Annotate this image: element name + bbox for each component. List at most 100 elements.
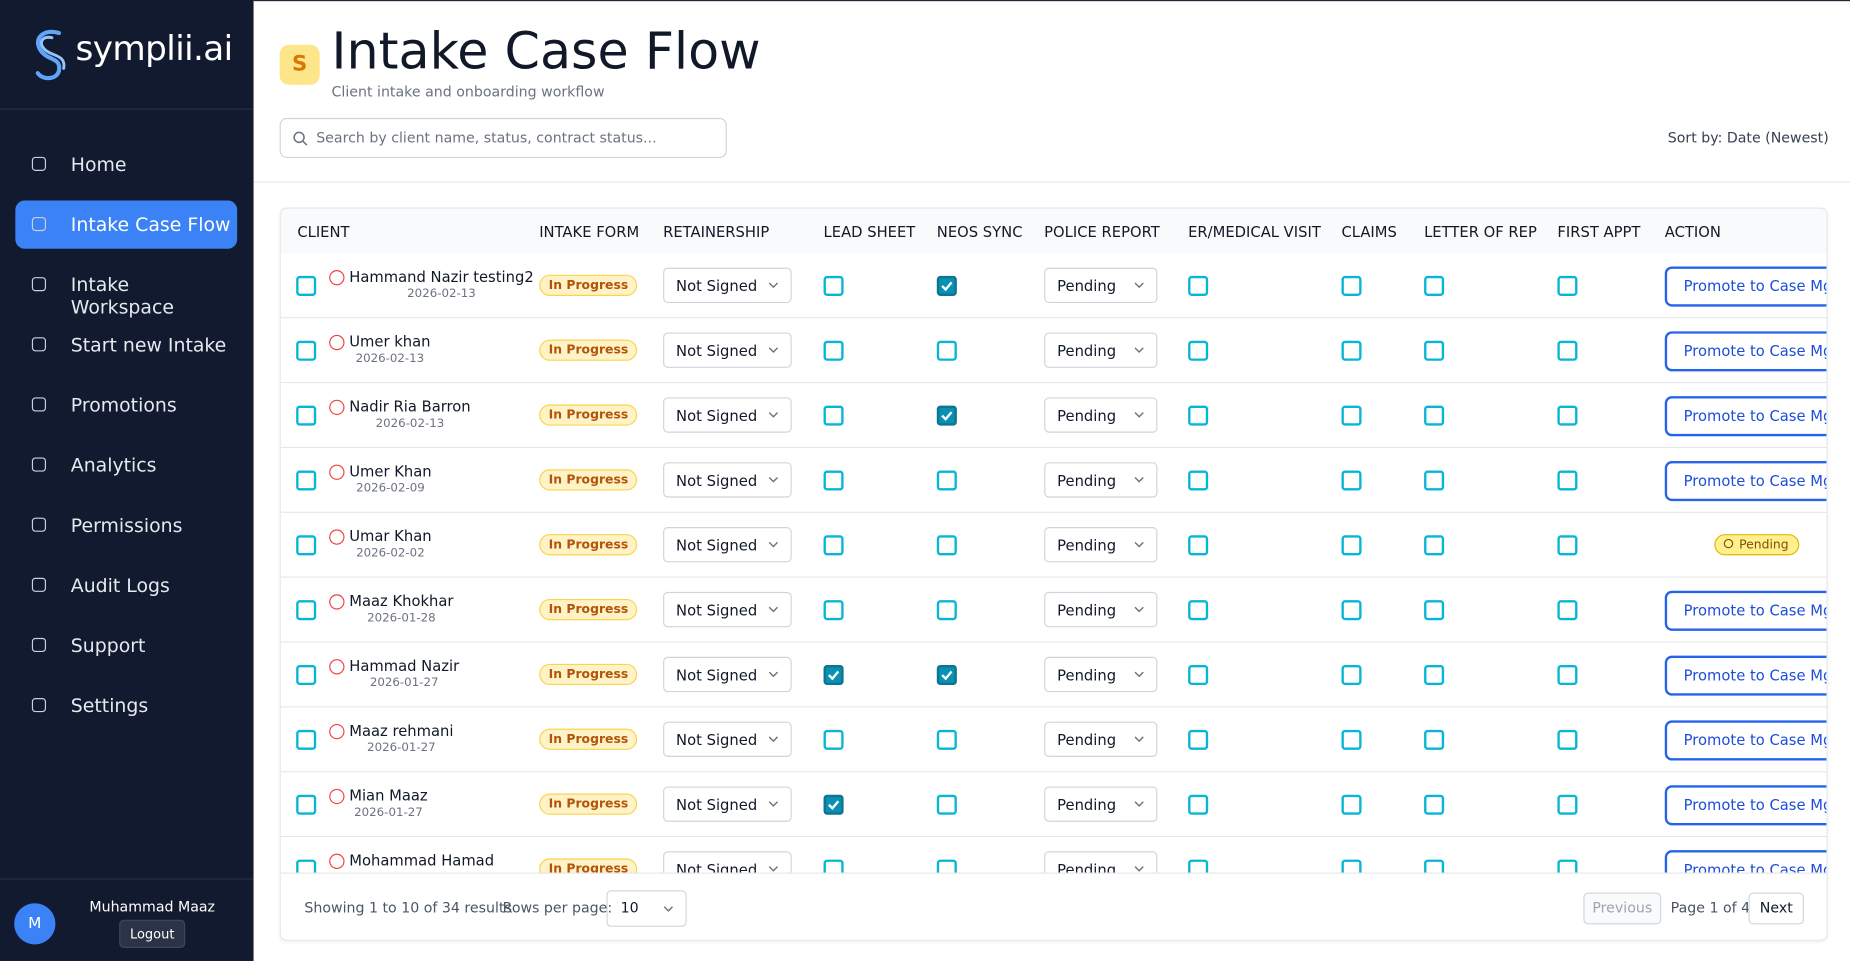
claims-checkbox[interactable] <box>1341 340 1362 361</box>
retainership-select[interactable]: Not Signed <box>663 267 792 304</box>
row-select-checkbox[interactable] <box>296 859 317 873</box>
first-appt-checkbox[interactable] <box>1557 405 1578 426</box>
rows-per-page-select[interactable]: 10 <box>606 890 687 927</box>
retainership-select[interactable]: Not Signed <box>663 656 792 693</box>
sort-label[interactable]: Sort by: Date (Newest) <box>1667 129 1829 147</box>
lead-sheet-checkbox[interactable] <box>823 600 844 621</box>
nav-item[interactable]: Start new Intake <box>15 321 237 369</box>
lead-sheet-checkbox[interactable] <box>823 859 844 873</box>
lead-sheet-checkbox[interactable] <box>823 340 844 361</box>
row-select-checkbox[interactable] <box>296 794 317 815</box>
retainership-select[interactable]: Not Signed <box>663 786 792 822</box>
row-select-checkbox[interactable] <box>296 340 317 361</box>
letter-of-rep-checkbox[interactable] <box>1424 600 1445 621</box>
police-report-select[interactable]: Pending <box>1044 721 1158 757</box>
letter-of-rep-checkbox[interactable] <box>1424 535 1445 556</box>
neos-sync-checkbox[interactable] <box>936 859 957 873</box>
police-report-select[interactable]: Pending <box>1044 527 1158 563</box>
promote-button[interactable]: Promote to Case Mgmt <box>1664 850 1827 873</box>
neos-sync-checkbox[interactable] <box>936 665 957 686</box>
er-visit-checkbox[interactable] <box>1188 794 1209 815</box>
row-select-checkbox[interactable] <box>296 535 317 556</box>
neos-sync-checkbox[interactable] <box>936 275 957 296</box>
claims-checkbox[interactable] <box>1341 405 1362 426</box>
letter-of-rep-checkbox[interactable] <box>1424 470 1445 491</box>
nav-item[interactable]: Analytics <box>15 441 237 489</box>
claims-checkbox[interactable] <box>1341 794 1362 815</box>
neos-sync-checkbox[interactable] <box>936 729 957 750</box>
neos-sync-checkbox[interactable] <box>936 470 957 491</box>
row-select-checkbox[interactable] <box>296 405 317 426</box>
lead-sheet-checkbox[interactable] <box>823 535 844 556</box>
neos-sync-checkbox[interactable] <box>936 405 957 426</box>
logout-button[interactable]: Logout <box>119 919 186 948</box>
first-appt-checkbox[interactable] <box>1557 535 1578 556</box>
retainership-select[interactable]: Not Signed <box>663 332 792 368</box>
claims-checkbox[interactable] <box>1341 600 1362 621</box>
next-button[interactable]: Next <box>1748 892 1804 925</box>
neos-sync-checkbox[interactable] <box>936 794 957 815</box>
retainership-select[interactable]: Not Signed <box>663 462 792 498</box>
nav-item[interactable]: Settings <box>15 682 237 730</box>
police-report-select[interactable]: Pending <box>1044 332 1158 368</box>
police-report-select[interactable]: Pending <box>1044 462 1158 498</box>
lead-sheet-checkbox[interactable] <box>823 470 844 491</box>
lead-sheet-checkbox[interactable] <box>823 729 844 750</box>
previous-button[interactable]: Previous <box>1583 892 1662 925</box>
claims-checkbox[interactable] <box>1341 275 1362 296</box>
police-report-select[interactable]: Pending <box>1044 591 1158 628</box>
first-appt-checkbox[interactable] <box>1557 340 1578 361</box>
er-visit-checkbox[interactable] <box>1188 729 1209 750</box>
promote-button[interactable]: Promote to Case Mgmt <box>1664 785 1827 826</box>
first-appt-checkbox[interactable] <box>1557 600 1578 621</box>
promote-button[interactable]: Promote to Case Mgmt <box>1664 331 1827 372</box>
promote-button[interactable]: Promote to Case Mgmt <box>1664 461 1827 502</box>
lead-sheet-checkbox[interactable] <box>823 665 844 686</box>
retainership-select[interactable]: Not Signed <box>663 721 792 757</box>
letter-of-rep-checkbox[interactable] <box>1424 859 1445 873</box>
letter-of-rep-checkbox[interactable] <box>1424 794 1445 815</box>
nav-item[interactable]: Home <box>15 140 237 188</box>
lead-sheet-checkbox[interactable] <box>823 275 844 296</box>
police-report-select[interactable]: Pending <box>1044 267 1158 304</box>
police-report-select[interactable]: Pending <box>1044 851 1158 873</box>
claims-checkbox[interactable] <box>1341 470 1362 491</box>
er-visit-checkbox[interactable] <box>1188 859 1209 873</box>
er-visit-checkbox[interactable] <box>1188 665 1209 686</box>
letter-of-rep-checkbox[interactable] <box>1424 405 1445 426</box>
first-appt-checkbox[interactable] <box>1557 859 1578 873</box>
letter-of-rep-checkbox[interactable] <box>1424 729 1445 750</box>
claims-checkbox[interactable] <box>1341 535 1362 556</box>
lead-sheet-checkbox[interactable] <box>823 794 844 815</box>
letter-of-rep-checkbox[interactable] <box>1424 665 1445 686</box>
row-select-checkbox[interactable] <box>296 665 317 686</box>
retainership-select[interactable]: Not Signed <box>663 591 792 628</box>
promote-button[interactable]: Promote to Case Mgmt <box>1664 266 1827 307</box>
neos-sync-checkbox[interactable] <box>936 535 957 556</box>
lead-sheet-checkbox[interactable] <box>823 405 844 426</box>
promote-button[interactable]: Promote to Case Mgmt <box>1664 720 1827 761</box>
nav-item[interactable]: Intake Case Flow <box>15 200 238 249</box>
promote-button[interactable]: Promote to Case Mgmt <box>1664 590 1827 631</box>
nav-item[interactable]: Permissions <box>15 501 237 549</box>
er-visit-checkbox[interactable] <box>1188 470 1209 491</box>
promote-button[interactable]: Promote to Case Mgmt <box>1664 655 1827 696</box>
first-appt-checkbox[interactable] <box>1557 794 1578 815</box>
row-select-checkbox[interactable] <box>296 729 317 750</box>
retainership-select[interactable]: Not Signed <box>663 851 792 873</box>
er-visit-checkbox[interactable] <box>1188 340 1209 361</box>
neos-sync-checkbox[interactable] <box>936 600 957 621</box>
police-report-select[interactable]: Pending <box>1044 786 1158 822</box>
first-appt-checkbox[interactable] <box>1557 470 1578 491</box>
nav-item[interactable]: Support <box>15 621 237 669</box>
nav-item[interactable]: Promotions <box>15 381 237 429</box>
row-select-checkbox[interactable] <box>296 600 317 621</box>
nav-item[interactable]: Intake Workspace <box>15 261 237 318</box>
row-select-checkbox[interactable] <box>296 470 317 491</box>
first-appt-checkbox[interactable] <box>1557 275 1578 296</box>
row-select-checkbox[interactable] <box>296 275 317 296</box>
first-appt-checkbox[interactable] <box>1557 665 1578 686</box>
letter-of-rep-checkbox[interactable] <box>1424 275 1445 296</box>
police-report-select[interactable]: Pending <box>1044 656 1158 693</box>
nav-item[interactable]: Audit Logs <box>15 561 237 609</box>
